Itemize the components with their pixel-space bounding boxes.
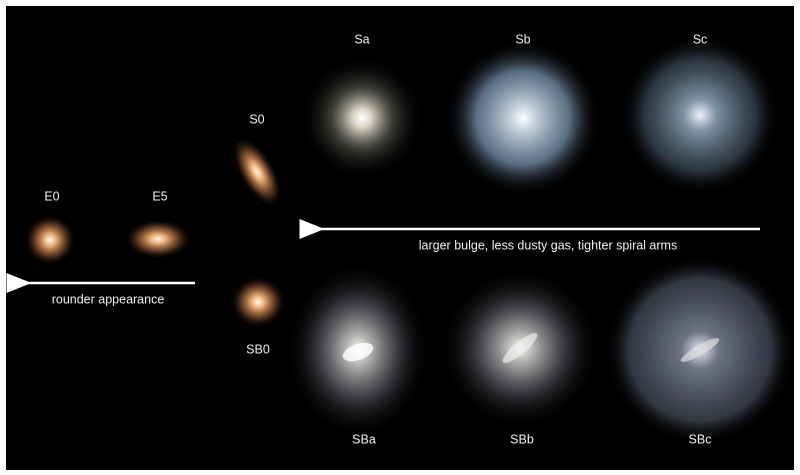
galaxy-e5 bbox=[124, 219, 192, 259]
galaxy-sa bbox=[300, 56, 424, 180]
arrow-caption: larger bulge, less dusty gas, tighter sp… bbox=[419, 238, 677, 252]
galaxy-label: SBa bbox=[352, 432, 376, 446]
galaxy-label: S0 bbox=[249, 112, 264, 126]
galaxy-label: Sb bbox=[515, 32, 530, 46]
galaxy-images bbox=[24, 35, 795, 445]
galaxy-label: E5 bbox=[152, 189, 167, 203]
galaxy-label: SBb bbox=[510, 432, 534, 446]
galaxy-s0 bbox=[231, 136, 283, 208]
galaxy-sb0 bbox=[230, 276, 286, 328]
galaxy-label: E0 bbox=[44, 189, 59, 203]
galaxy-sba-bar bbox=[342, 342, 374, 362]
galaxy-sbb-bar bbox=[502, 333, 538, 363]
galaxy-label: SBc bbox=[689, 432, 712, 446]
galaxy-sbc-bar bbox=[680, 338, 720, 362]
galaxy-sb bbox=[445, 40, 601, 196]
galaxy-sc bbox=[620, 35, 780, 195]
galaxy-label: SB0 bbox=[246, 342, 270, 356]
arrow-caption: rounder appearance bbox=[52, 292, 165, 306]
galaxy-label: Sc bbox=[693, 32, 708, 46]
galaxy-label: Sa bbox=[354, 32, 369, 46]
galaxy-e0 bbox=[24, 214, 76, 266]
